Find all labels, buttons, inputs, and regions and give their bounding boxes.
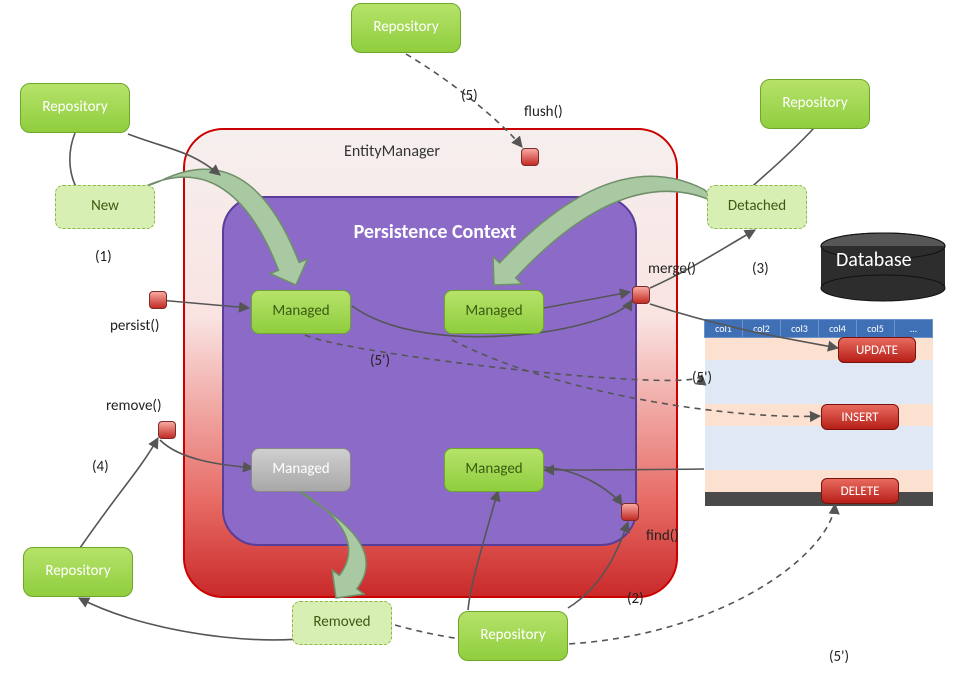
state-managed-1: Managed — [251, 290, 351, 334]
db-column-header: col5 — [857, 320, 895, 338]
persistence-context-label: Persistence Context — [345, 220, 525, 244]
db-row — [705, 382, 933, 404]
step-label: (5') — [370, 352, 390, 370]
op-insert: INSERT — [821, 404, 899, 430]
state-removed: Removed — [292, 601, 392, 645]
db-column-header: col1 — [705, 320, 743, 338]
db-column-header: col3 — [781, 320, 819, 338]
db-column-header: col2 — [743, 320, 781, 338]
diagram-stage: EntityManager Persistence Context Databa… — [0, 0, 961, 675]
persistence-context-container — [222, 196, 637, 546]
step-label: (5) — [461, 87, 478, 105]
state-managed-2: Managed — [444, 290, 544, 334]
flush-lbl: flush() — [524, 103, 563, 121]
remove-lbl: remove() — [106, 397, 162, 415]
repository-node: Repository — [351, 3, 461, 53]
db-column-header: … — [895, 320, 933, 338]
merge-sq — [632, 286, 650, 304]
database-label: Database — [836, 248, 912, 272]
merge-lbl: merge() — [648, 260, 696, 278]
step-label: (3) — [752, 260, 769, 278]
repository-node: Repository — [760, 79, 870, 129]
step-label: (4) — [92, 458, 109, 476]
db-row — [705, 426, 933, 448]
state-new: New — [55, 185, 155, 229]
persist-sq — [149, 291, 167, 309]
find-sq — [621, 503, 639, 521]
state-managed-3g: Managed — [251, 448, 351, 492]
find-lbl: find() — [646, 527, 679, 545]
state-managed-4: Managed — [444, 448, 544, 492]
state-detached: Detached — [707, 185, 807, 229]
step-label: (2) — [627, 590, 644, 608]
op-delete: DELETE — [821, 478, 899, 504]
op-update: UPDATE — [838, 337, 916, 363]
repository-node: Repository — [23, 547, 133, 597]
flush-sq — [521, 148, 539, 166]
step-label: (5') — [692, 369, 712, 387]
step-label: (5') — [829, 648, 849, 666]
repository-node: Repository — [458, 611, 568, 661]
db-row — [705, 448, 933, 470]
persist-lbl: persist() — [110, 317, 159, 335]
repository-node: Repository — [20, 83, 130, 133]
step-label: (1) — [95, 248, 112, 266]
remove-sq — [158, 421, 176, 439]
db-column-header: col4 — [819, 320, 857, 338]
entity-manager-label: EntityManager — [344, 142, 440, 161]
